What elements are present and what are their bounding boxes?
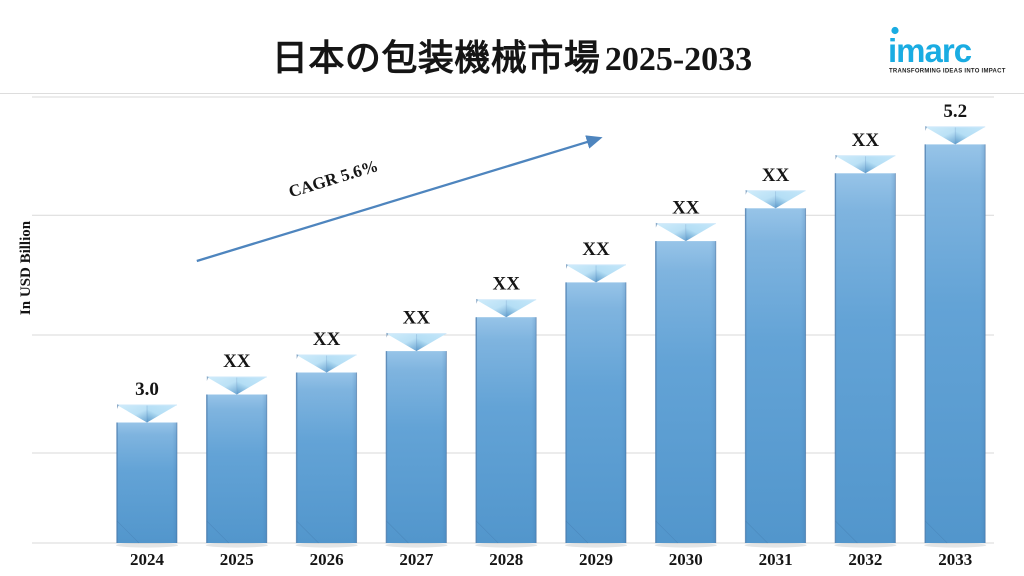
svg-text:imarc: imarc: [888, 32, 972, 69]
svg-text:5.2: 5.2: [943, 101, 967, 122]
svg-text:2030: 2030: [669, 550, 703, 569]
svg-text:XX: XX: [582, 239, 610, 260]
svg-text:2027: 2027: [399, 550, 434, 569]
svg-text:XX: XX: [852, 130, 880, 151]
svg-text:2025: 2025: [220, 550, 254, 569]
svg-text:2029: 2029: [579, 550, 613, 569]
svg-text:2026: 2026: [310, 550, 344, 569]
svg-text:TRANSFORMING IDEAS INTO IMPACT: TRANSFORMING IDEAS INTO IMPACT: [889, 69, 1006, 75]
svg-text:2024: 2024: [130, 550, 165, 569]
svg-text:2028: 2028: [489, 550, 523, 569]
svg-text:XX: XX: [672, 198, 700, 219]
svg-text:CAGR 5.6%: CAGR 5.6%: [286, 156, 380, 201]
svg-text:XX: XX: [492, 274, 520, 295]
svg-text:XX: XX: [403, 308, 431, 329]
svg-text:3.0: 3.0: [135, 379, 159, 400]
svg-text:XX: XX: [762, 165, 790, 186]
svg-text:2032: 2032: [848, 550, 882, 569]
svg-text:XX: XX: [223, 351, 251, 372]
svg-text:2031: 2031: [759, 550, 793, 569]
svg-text:XX: XX: [313, 329, 341, 350]
svg-text:2033: 2033: [938, 550, 972, 569]
